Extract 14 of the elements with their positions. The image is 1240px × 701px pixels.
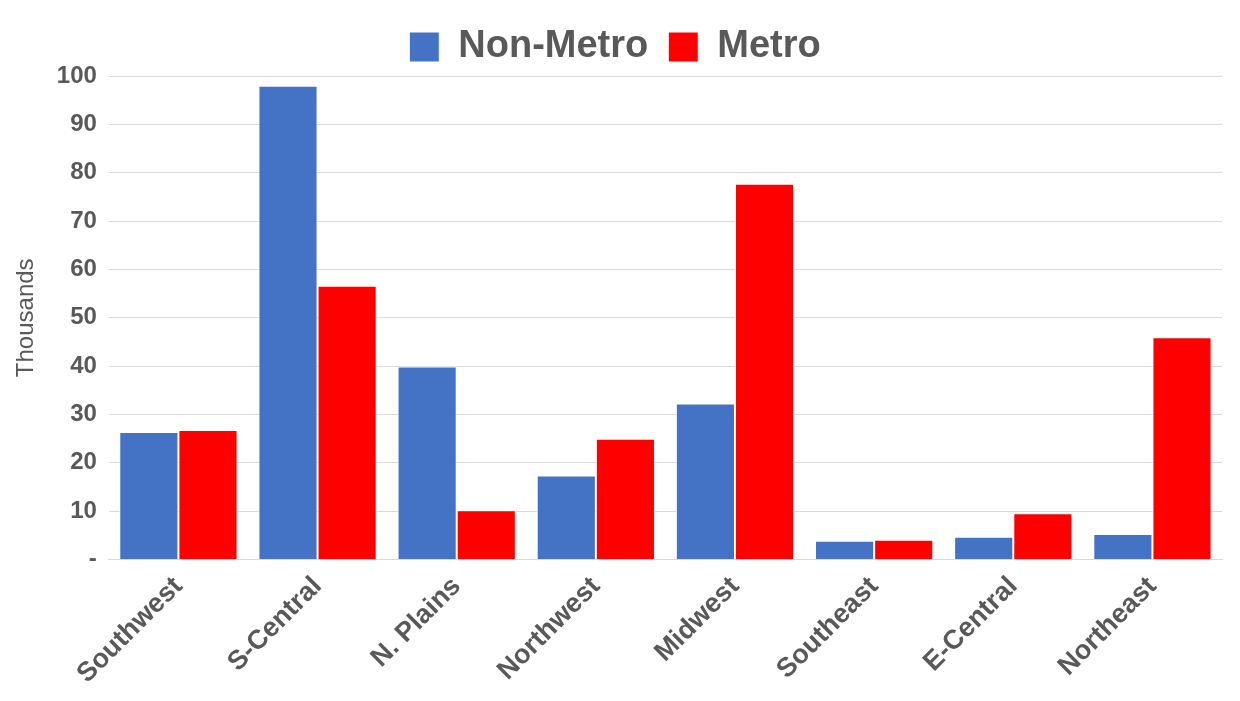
- y-tick-label: 80: [70, 157, 97, 185]
- y-tick-label: 40: [70, 350, 97, 378]
- y-tick-label: 70: [70, 205, 97, 233]
- y-axis-title: Thousands: [11, 258, 39, 378]
- y-tick-label: 10: [70, 495, 97, 523]
- y-tick-label: 30: [70, 399, 97, 427]
- y-tick-label: 50: [70, 302, 97, 330]
- y-tick-label: 100: [56, 60, 97, 88]
- legend-label: Non-Metro: [458, 23, 649, 66]
- y-tick-label: 90: [70, 108, 97, 136]
- y-tick-label: 20: [70, 447, 97, 475]
- legend-label: Metro: [717, 23, 821, 66]
- y-tick-label: 60: [70, 254, 97, 282]
- y-tick-label: -: [88, 544, 97, 572]
